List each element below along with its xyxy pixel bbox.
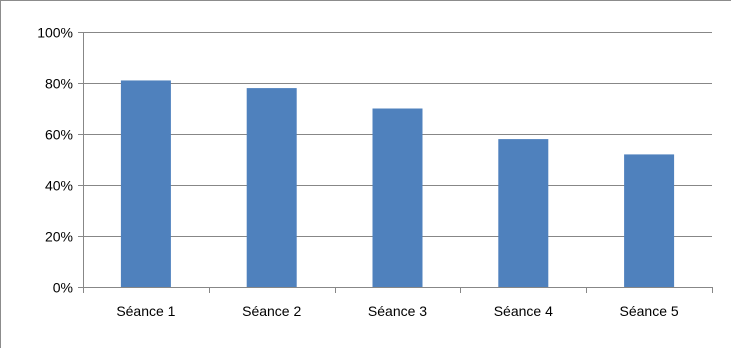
x-tick-label: Séance 1 [116, 303, 175, 319]
y-tick-label: 0% [53, 280, 73, 296]
bar-2 [246, 88, 297, 287]
y-tick-label: 40% [45, 178, 73, 194]
bar-1 [120, 80, 171, 287]
bar-3 [372, 108, 423, 287]
y-tick-label: 100% [37, 25, 73, 41]
x-tick-label: Séance 2 [242, 303, 301, 319]
labels: 0% 20% 40% 60% 80% 100% Séance 1 Séance 2 Séance… [37, 25, 679, 320]
axes [78, 32, 713, 293]
x-tick-label: Séance 3 [368, 303, 427, 319]
y-tick-label: 60% [45, 127, 73, 143]
bar-5 [624, 154, 675, 287]
y-tick-label: 20% [45, 229, 73, 245]
x-tick-label: Séance 4 [494, 303, 553, 319]
bars [120, 80, 675, 287]
bar-4 [498, 139, 549, 287]
x-tick-label: Séance 5 [620, 303, 679, 319]
y-tick-label: 80% [45, 76, 73, 92]
